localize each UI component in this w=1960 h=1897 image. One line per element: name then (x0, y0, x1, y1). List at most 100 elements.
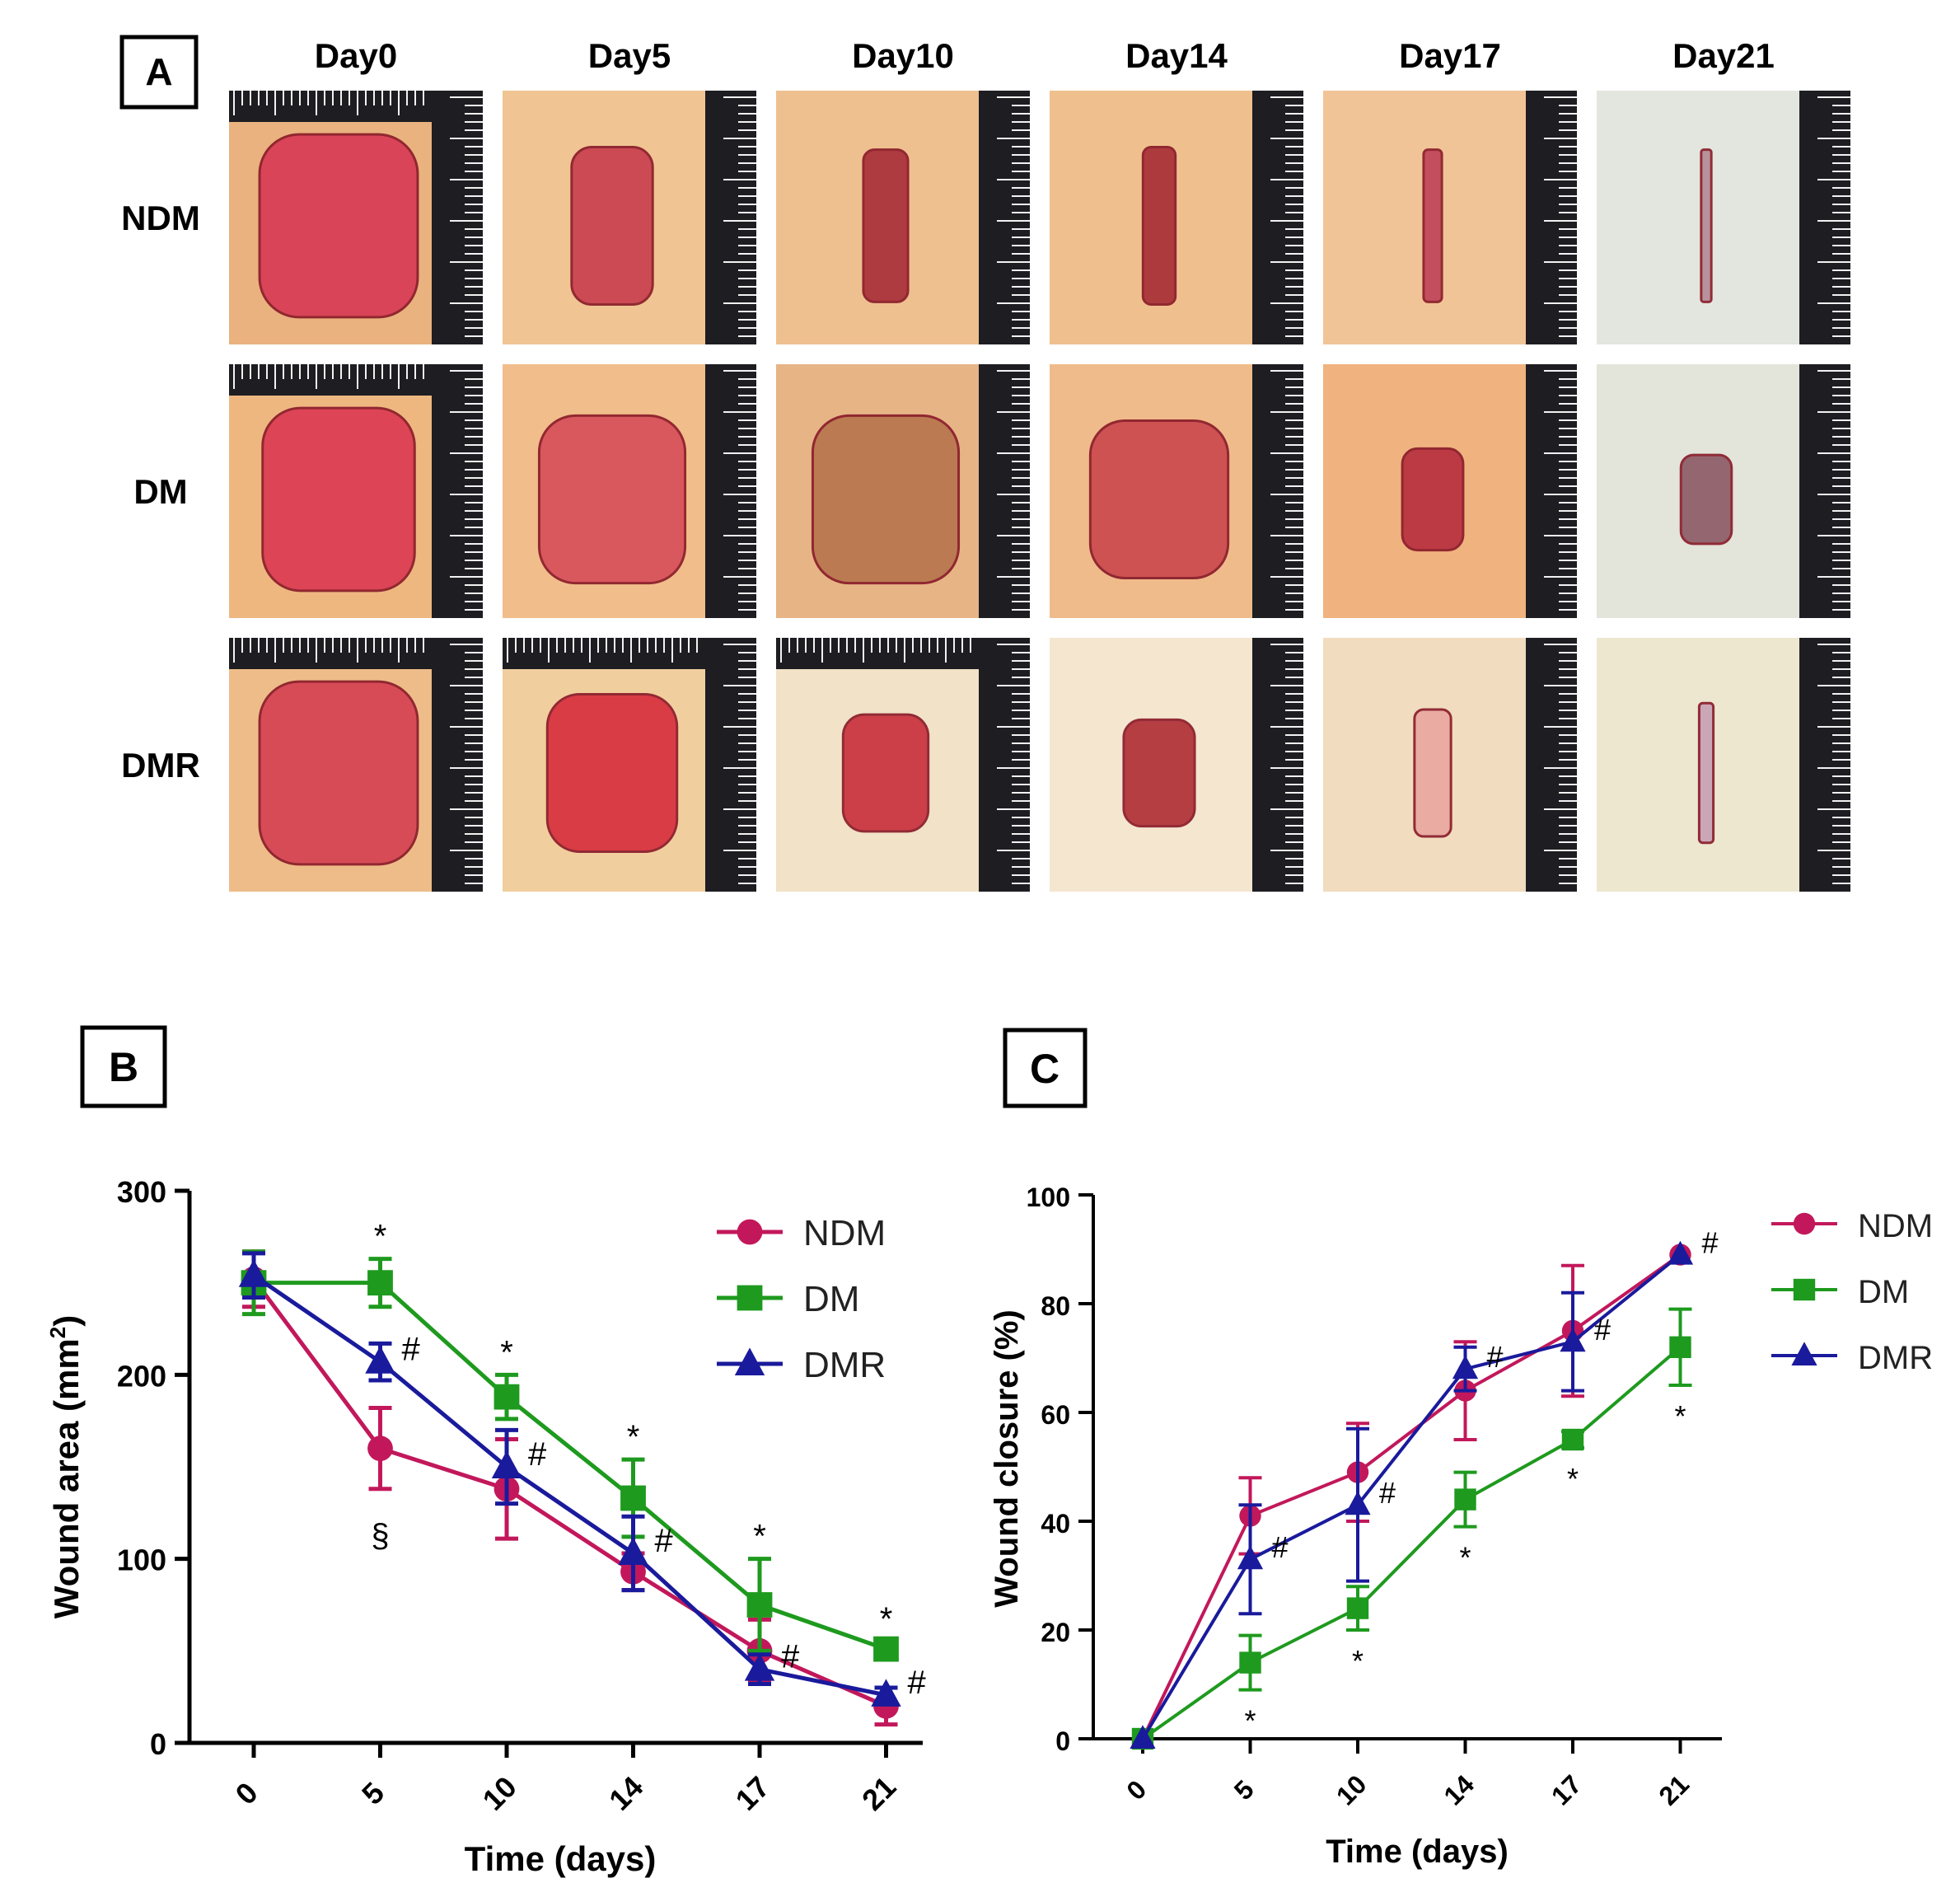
annotation: # (908, 1665, 927, 1701)
x-tick-label: 0 (1120, 1774, 1152, 1806)
legend-label: NDM (1858, 1208, 1933, 1244)
y-tick-label: 40 (1041, 1509, 1070, 1539)
annotation: * (1567, 1462, 1579, 1496)
legend: NDM DM DMR (717, 1213, 886, 1385)
annotation: # (1594, 1313, 1611, 1347)
panel-c-label-box (1003, 1028, 1088, 1108)
y-tick-label: 60 (1041, 1400, 1070, 1430)
y-tick-label: 0 (150, 1727, 166, 1761)
annotation: * (1244, 1704, 1256, 1738)
data-point (873, 1636, 899, 1662)
y-tick-label: 200 (117, 1359, 166, 1393)
x-tick-label: 14 (1438, 1769, 1480, 1811)
annotation: # (1702, 1226, 1719, 1260)
legend-item: NDM (1771, 1208, 1933, 1244)
series-line (1141, 1253, 1682, 1740)
wound-photo (503, 364, 756, 618)
annotation: * (627, 1419, 640, 1455)
data-point (1669, 1336, 1691, 1358)
chart-b-plot: 0 100 200 300 0 5 10 14 17 21 Time (days) Wound are… (45, 1175, 926, 1878)
y-tick-label: 100 (1027, 1183, 1070, 1212)
day-header: Day17 (1399, 36, 1501, 75)
annotation: * (1352, 1644, 1364, 1678)
wound-photo (776, 364, 1030, 618)
series-dm (1131, 1307, 1692, 1750)
series-line (252, 1273, 886, 1698)
wound-photo (229, 364, 483, 618)
data-point (1454, 1488, 1476, 1511)
annotation: # (655, 1523, 674, 1559)
day-header: Day14 (1125, 36, 1228, 75)
panel-c-wound-closure-chart: C 0 20 40 60 80 100 0 5 10 14 17 21 Time (days) Wound… (989, 1028, 1933, 1870)
y-tick-label: 20 (1041, 1618, 1070, 1647)
x-tick-label: 5 (355, 1776, 391, 1811)
wound-photo (1050, 364, 1303, 618)
x-tick-label: 5 (1228, 1774, 1260, 1806)
data-point (238, 1259, 269, 1287)
wound-photo (1597, 638, 1850, 892)
legend-label: DM (1858, 1274, 1909, 1310)
series-dmr (238, 1251, 901, 1707)
series-ndm (241, 1249, 899, 1727)
panel-a-label-box (119, 35, 199, 110)
day-header: Day10 (852, 36, 954, 75)
data-point (1791, 1342, 1817, 1365)
panel-c-label: C (1030, 1046, 1060, 1092)
data-point (367, 1270, 393, 1296)
data-point (1560, 1328, 1586, 1352)
annotation: * (500, 1334, 513, 1370)
day-header: Day5 (588, 36, 671, 75)
data-point (744, 1653, 775, 1681)
wound-photo (1597, 91, 1850, 344)
wound-photo (1323, 91, 1577, 344)
data-point (1237, 1545, 1264, 1570)
y-tick-label: 100 (117, 1543, 166, 1577)
wound-photo (503, 638, 756, 892)
annotation: * (1459, 1541, 1471, 1575)
wound-photo (776, 91, 1030, 344)
series-line (254, 1281, 887, 1651)
data-point (1561, 1428, 1584, 1451)
annotation: § (371, 1518, 389, 1554)
panel-a-photo-grid: A Day0 Day5 Day10 Day14 Day17 Day21 NDM DM DMR (119, 35, 1850, 892)
y-tick-label: 300 (117, 1175, 166, 1209)
y-axis-title: Wound closure (%) (989, 1309, 1025, 1607)
data-point (737, 1219, 763, 1245)
wound-photo (776, 638, 1030, 892)
x-tick-label: 21 (855, 1770, 902, 1817)
group-label: NDM (121, 199, 200, 237)
data-point (1346, 1597, 1369, 1619)
data-point (1793, 1212, 1816, 1235)
x-axis-title: Time (days) (465, 1839, 657, 1878)
x-axis-title: Time (days) (1326, 1834, 1509, 1870)
series-line (1141, 1253, 1682, 1740)
x-tick-label: 10 (1331, 1769, 1373, 1811)
data-point (737, 1285, 763, 1311)
legend: NDM DM DMR (1771, 1208, 1933, 1376)
data-point (871, 1679, 901, 1707)
panel-b-label: B (109, 1044, 138, 1090)
day-header: Day0 (315, 36, 397, 75)
group-label: DM (133, 472, 187, 511)
wound-photo (1050, 638, 1303, 892)
x-tick-label: 0 (229, 1776, 264, 1811)
legend-item: DM (717, 1279, 859, 1319)
x-tick-label: 10 (476, 1770, 523, 1817)
day-header: Day21 (1672, 36, 1775, 75)
data-point (1793, 1278, 1816, 1301)
wound-photo (229, 638, 483, 892)
data-point (1130, 1725, 1156, 1749)
x-tick-label: 14 (602, 1770, 649, 1817)
data-point (746, 1592, 773, 1618)
data-point (367, 1436, 393, 1462)
y-tick-label: 80 (1041, 1291, 1070, 1321)
legend-item: DMR (1771, 1340, 1933, 1376)
wound-photo (503, 91, 756, 344)
chart-c-plot: 0 20 40 60 80 100 0 5 10 14 17 21 Time (days) Wound c… (989, 1183, 1933, 1870)
annotation: # (1487, 1340, 1504, 1374)
data-point (1667, 1240, 1694, 1265)
x-tick-label: 17 (729, 1770, 776, 1817)
panel-b-label-box (80, 1025, 167, 1108)
y-axis-title: Wound area (mm2) (45, 1315, 86, 1618)
photo-grid: Day0 Day5 Day10 Day14 Day17 Day21 NDM DM DMR (121, 36, 1850, 892)
